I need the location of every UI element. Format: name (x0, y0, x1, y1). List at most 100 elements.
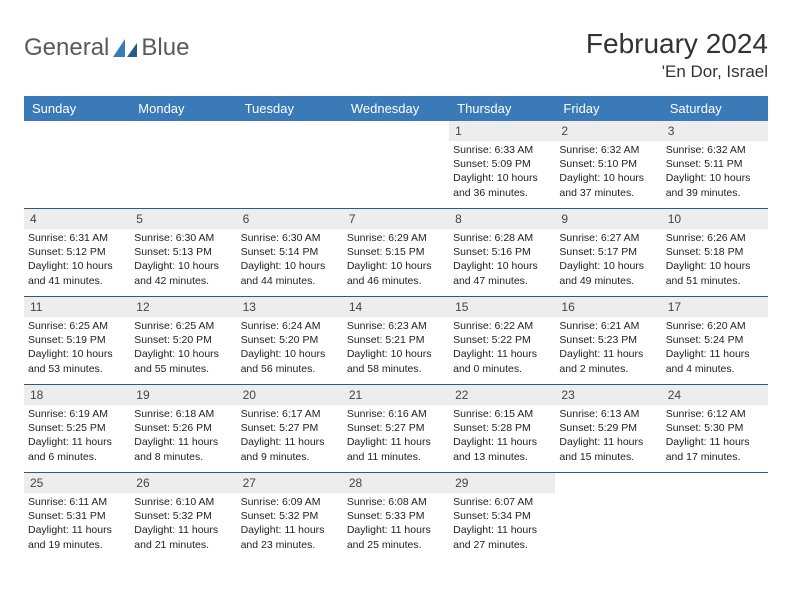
day-sunrise: Sunrise: 6:24 AM (241, 319, 339, 333)
day-day1: Daylight: 11 hours (347, 523, 445, 537)
day-day2: and 47 minutes. (453, 274, 551, 288)
day-cell: 7Sunrise: 6:29 AMSunset: 5:15 PMDaylight… (343, 209, 449, 297)
day-day2: and 36 minutes. (453, 186, 551, 200)
day-cell: 8Sunrise: 6:28 AMSunset: 5:16 PMDaylight… (449, 209, 555, 297)
day-sunrise: Sunrise: 6:21 AM (559, 319, 657, 333)
day-cell: 10Sunrise: 6:26 AMSunset: 5:18 PMDayligh… (662, 209, 768, 297)
day-content: Sunrise: 6:20 AMSunset: 5:24 PMDaylight:… (662, 317, 768, 378)
day-sunrise: Sunrise: 6:08 AM (347, 495, 445, 509)
day-cell: 22Sunrise: 6:15 AMSunset: 5:28 PMDayligh… (449, 385, 555, 473)
day-day2: and 41 minutes. (28, 274, 126, 288)
day-cell: 25Sunrise: 6:11 AMSunset: 5:31 PMDayligh… (24, 473, 130, 561)
day-day1: Daylight: 11 hours (453, 523, 551, 537)
day-day2: and 44 minutes. (241, 274, 339, 288)
day-sunrise: Sunrise: 6:23 AM (347, 319, 445, 333)
day-cell: 24Sunrise: 6:12 AMSunset: 5:30 PMDayligh… (662, 385, 768, 473)
day-number: 4 (24, 209, 130, 229)
day-day1: Daylight: 11 hours (28, 435, 126, 449)
day-content: Sunrise: 6:07 AMSunset: 5:34 PMDaylight:… (449, 493, 555, 554)
day-content: Sunrise: 6:31 AMSunset: 5:12 PMDaylight:… (24, 229, 130, 290)
day-content: Sunrise: 6:32 AMSunset: 5:10 PMDaylight:… (555, 141, 661, 202)
day-content: Sunrise: 6:25 AMSunset: 5:19 PMDaylight:… (24, 317, 130, 378)
day-day2: and 39 minutes. (666, 186, 764, 200)
day-sunrise: Sunrise: 6:10 AM (134, 495, 232, 509)
day-day2: and 42 minutes. (134, 274, 232, 288)
day-cell: 20Sunrise: 6:17 AMSunset: 5:27 PMDayligh… (237, 385, 343, 473)
day-sunrise: Sunrise: 6:25 AM (134, 319, 232, 333)
day-content: Sunrise: 6:13 AMSunset: 5:29 PMDaylight:… (555, 405, 661, 466)
day-sunrise: Sunrise: 6:28 AM (453, 231, 551, 245)
day-cell: 9Sunrise: 6:27 AMSunset: 5:17 PMDaylight… (555, 209, 661, 297)
day-sunrise: Sunrise: 6:07 AM (453, 495, 551, 509)
day-cell: 16Sunrise: 6:21 AMSunset: 5:23 PMDayligh… (555, 297, 661, 385)
day-number: 20 (237, 385, 343, 405)
day-content: Sunrise: 6:08 AMSunset: 5:33 PMDaylight:… (343, 493, 449, 554)
day-cell: 14Sunrise: 6:23 AMSunset: 5:21 PMDayligh… (343, 297, 449, 385)
day-cell: 18Sunrise: 6:19 AMSunset: 5:25 PMDayligh… (24, 385, 130, 473)
day-sunrise: Sunrise: 6:32 AM (666, 143, 764, 157)
day-content: Sunrise: 6:16 AMSunset: 5:27 PMDaylight:… (343, 405, 449, 466)
day-day1: Daylight: 11 hours (666, 347, 764, 361)
day-day1: Daylight: 10 hours (559, 171, 657, 185)
day-cell: 19Sunrise: 6:18 AMSunset: 5:26 PMDayligh… (130, 385, 236, 473)
day-cell: 3Sunrise: 6:32 AMSunset: 5:11 PMDaylight… (662, 121, 768, 209)
day-sunset: Sunset: 5:24 PM (666, 333, 764, 347)
day-day2: and 21 minutes. (134, 538, 232, 552)
day-sunset: Sunset: 5:14 PM (241, 245, 339, 259)
weekday-header: Tuesday (237, 97, 343, 121)
day-sunset: Sunset: 5:09 PM (453, 157, 551, 171)
day-sunrise: Sunrise: 6:15 AM (453, 407, 551, 421)
day-sunset: Sunset: 5:11 PM (666, 157, 764, 171)
day-cell (24, 121, 130, 209)
day-content: Sunrise: 6:24 AMSunset: 5:20 PMDaylight:… (237, 317, 343, 378)
day-content: Sunrise: 6:27 AMSunset: 5:17 PMDaylight:… (555, 229, 661, 290)
day-number: 5 (130, 209, 236, 229)
day-sunset: Sunset: 5:17 PM (559, 245, 657, 259)
day-sunset: Sunset: 5:27 PM (347, 421, 445, 435)
day-cell (343, 121, 449, 209)
day-day2: and 55 minutes. (134, 362, 232, 376)
day-number: 6 (237, 209, 343, 229)
day-sunset: Sunset: 5:26 PM (134, 421, 232, 435)
day-cell: 27Sunrise: 6:09 AMSunset: 5:32 PMDayligh… (237, 473, 343, 561)
day-cell (237, 121, 343, 209)
day-content: Sunrise: 6:23 AMSunset: 5:21 PMDaylight:… (343, 317, 449, 378)
day-day1: Daylight: 10 hours (28, 259, 126, 273)
day-day2: and 4 minutes. (666, 362, 764, 376)
day-day2: and 17 minutes. (666, 450, 764, 464)
day-sunrise: Sunrise: 6:26 AM (666, 231, 764, 245)
day-day2: and 23 minutes. (241, 538, 339, 552)
day-number: 14 (343, 297, 449, 317)
day-number: 10 (662, 209, 768, 229)
day-cell: 12Sunrise: 6:25 AMSunset: 5:20 PMDayligh… (130, 297, 236, 385)
day-content: Sunrise: 6:29 AMSunset: 5:15 PMDaylight:… (343, 229, 449, 290)
day-day1: Daylight: 11 hours (134, 523, 232, 537)
day-sunrise: Sunrise: 6:17 AM (241, 407, 339, 421)
calendar-table: Sunday Monday Tuesday Wednesday Thursday… (24, 96, 768, 561)
day-day1: Daylight: 11 hours (559, 347, 657, 361)
day-sunset: Sunset: 5:15 PM (347, 245, 445, 259)
day-number: 8 (449, 209, 555, 229)
day-day1: Daylight: 10 hours (134, 259, 232, 273)
week-row: 25Sunrise: 6:11 AMSunset: 5:31 PMDayligh… (24, 473, 768, 561)
day-number: 16 (555, 297, 661, 317)
day-cell: 4Sunrise: 6:31 AMSunset: 5:12 PMDaylight… (24, 209, 130, 297)
day-day1: Daylight: 11 hours (134, 435, 232, 449)
day-sunrise: Sunrise: 6:13 AM (559, 407, 657, 421)
day-day2: and 51 minutes. (666, 274, 764, 288)
day-day1: Daylight: 10 hours (453, 171, 551, 185)
day-number: 26 (130, 473, 236, 493)
day-cell: 13Sunrise: 6:24 AMSunset: 5:20 PMDayligh… (237, 297, 343, 385)
day-sunrise: Sunrise: 6:33 AM (453, 143, 551, 157)
day-day1: Daylight: 11 hours (28, 523, 126, 537)
day-sunrise: Sunrise: 6:30 AM (134, 231, 232, 245)
week-row: 1Sunrise: 6:33 AMSunset: 5:09 PMDaylight… (24, 121, 768, 209)
day-number: 15 (449, 297, 555, 317)
day-sunset: Sunset: 5:31 PM (28, 509, 126, 523)
weekday-header: Wednesday (343, 97, 449, 121)
day-sunset: Sunset: 5:32 PM (134, 509, 232, 523)
day-content: Sunrise: 6:12 AMSunset: 5:30 PMDaylight:… (662, 405, 768, 466)
week-row: 18Sunrise: 6:19 AMSunset: 5:25 PMDayligh… (24, 385, 768, 473)
day-sunset: Sunset: 5:25 PM (28, 421, 126, 435)
day-sunrise: Sunrise: 6:25 AM (28, 319, 126, 333)
